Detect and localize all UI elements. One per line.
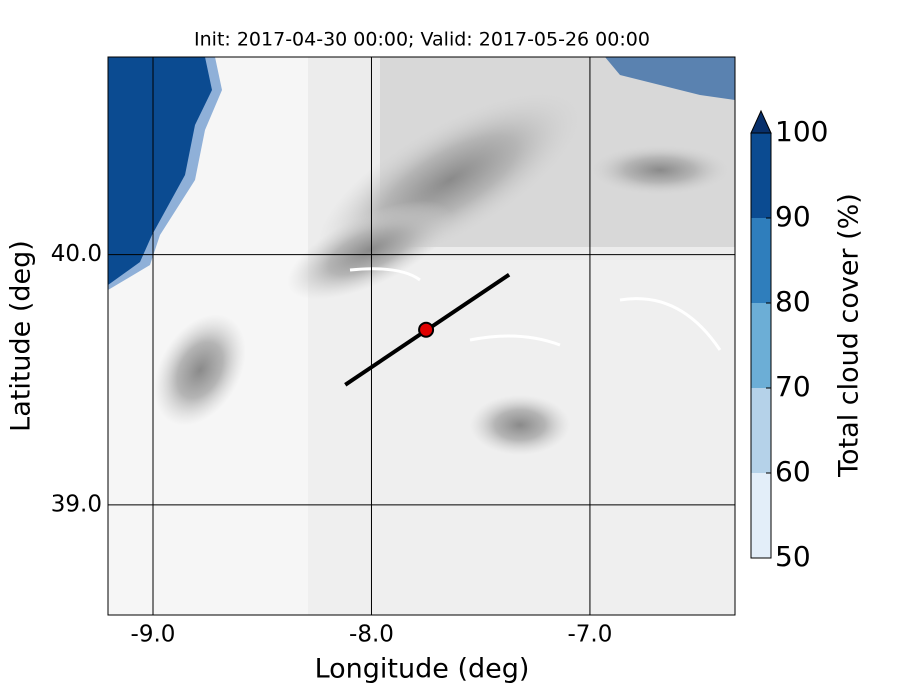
location-point (418, 321, 435, 338)
colorbar-tick-label: 100 (775, 115, 828, 148)
ridge (470, 395, 570, 455)
colorbar-band (751, 303, 771, 388)
x-tick-label: -7.0 (567, 622, 612, 648)
terrain (108, 57, 735, 615)
cloud-area (108, 57, 212, 285)
x-axis-label: Longitude (deg) (315, 654, 530, 685)
colorbar-frame (750, 132, 772, 559)
colorbar-tick-label: 50 (775, 540, 811, 573)
plot-frame (107, 56, 736, 616)
ridge (287, 200, 453, 300)
colorbar-band (751, 133, 771, 218)
y-axis-label: Latitude (deg) (6, 240, 37, 432)
river (349, 267, 722, 351)
colorbar-tick-label: 70 (775, 370, 811, 403)
y-tick-label: 40.0 (51, 241, 102, 267)
colorbar-tick-label: 80 (775, 285, 811, 318)
cloud-area (605, 57, 735, 100)
colorbar-band (751, 388, 771, 473)
colorbar-tick-label: 90 (775, 200, 811, 233)
colorbar-label: Total cloud cover (%) (834, 193, 865, 478)
x-tick-label: -9.0 (131, 622, 176, 648)
colorbar-band (751, 218, 771, 303)
ridge (154, 314, 246, 426)
y-tick-label: 39.0 (51, 491, 102, 517)
ridge (590, 145, 730, 195)
x-tick-label: -8.0 (349, 622, 394, 648)
colorbar-extend (750, 109, 772, 134)
colorbar-tick-label: 60 (775, 455, 811, 488)
chart-title: Init: 2017-04-30 00:00; Valid: 2017-05-2… (194, 29, 650, 51)
colorbar-band (751, 473, 771, 558)
